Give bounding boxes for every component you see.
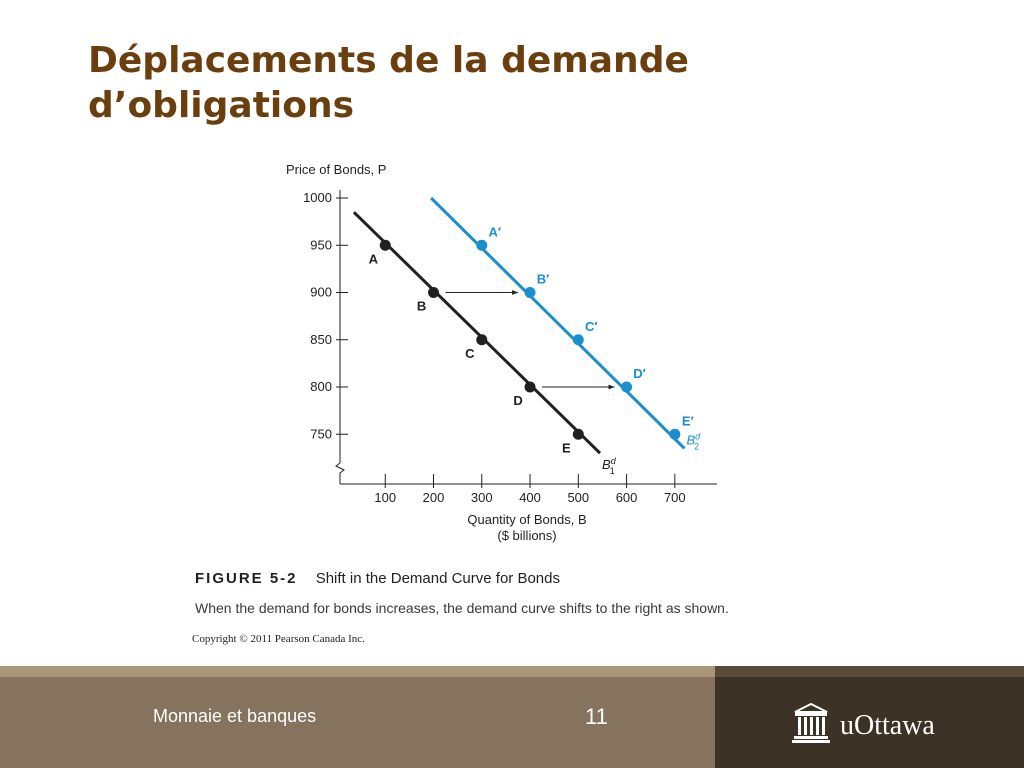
data-point [524, 381, 536, 393]
data-point [428, 287, 440, 298]
point-label: D′ [633, 366, 646, 381]
data-point [524, 287, 536, 298]
figure-label: FIGURE 5-2 [195, 570, 298, 587]
point-label: B′ [537, 272, 550, 287]
x-axis-label: Quantity of Bonds, B [467, 512, 586, 527]
point-label: D [513, 393, 522, 408]
uottawa-logo-text: uOttawa [840, 710, 935, 741]
data-point [572, 334, 584, 346]
slide-title-line-1: Déplacements de la demande [88, 40, 689, 81]
point-label: A′ [489, 224, 502, 239]
x-tick-label: 300 [471, 490, 493, 505]
y-tick-label: 800 [310, 379, 332, 394]
footer-stripe-left [0, 666, 715, 677]
figure-title: Shift in the Demand Curve for Bonds [315, 570, 560, 587]
point-label: E′ [682, 413, 694, 428]
footer-left-panel [0, 677, 715, 768]
x-tick-label: 700 [664, 490, 686, 505]
data-point [476, 239, 488, 251]
footer-stripe-right [715, 666, 1024, 677]
figure-description: When the demand for bonds increases, the… [195, 600, 729, 616]
y-tick-label: 950 [310, 237, 332, 252]
data-point [476, 334, 488, 346]
curve-label: Bd 2 [686, 431, 701, 451]
point-label: A [369, 251, 379, 266]
point-label: C′ [585, 319, 598, 334]
slide-title-line-2: d’obligations [88, 85, 355, 126]
data-point [572, 428, 584, 440]
x-axis-unit: ($ billions) [497, 528, 556, 543]
demand-curve-line [352, 211, 602, 455]
x-tick-label: 100 [374, 490, 396, 505]
y-tick-label: 1000 [303, 190, 332, 205]
data-point [379, 239, 391, 251]
data-point [669, 428, 681, 440]
y-axis-label: Price of Bonds, P [286, 162, 386, 177]
y-tick-label: 850 [310, 332, 332, 347]
slide-title: Déplacements de la demande d’obligations [88, 38, 968, 128]
footer-right-panel [715, 677, 1024, 768]
point-label: C [465, 346, 475, 361]
footer-course-name: Monnaie et banques [153, 706, 317, 726]
y-tick-label: 750 [310, 426, 332, 441]
x-tick-label: 200 [423, 490, 445, 505]
demand-curve-B2d: A′ B′ C′ D′ E′ Bd 2 [430, 196, 701, 451]
y-axis-break [335, 462, 345, 484]
y-tick-label: 900 [310, 285, 332, 300]
figure-caption: FIGURE 5-2 Shift in the Demand Curve for… [195, 570, 560, 587]
point-label: E [562, 440, 571, 455]
x-tick-label: 400 [519, 490, 541, 505]
copyright-notice: Copyright © 2011 Pearson Canada Inc. [192, 633, 365, 645]
demand-curve-B1d: A B C D E Bd 1 [352, 211, 617, 476]
curve-label: Bd 1 [602, 456, 617, 476]
demand-curve-line [430, 196, 686, 450]
uottawa-building-icon [792, 702, 830, 743]
x-tick-label: 600 [616, 490, 638, 505]
data-point [621, 381, 633, 393]
slide-number: 11 [585, 704, 608, 729]
point-label: B [417, 299, 426, 314]
x-tick-label: 500 [567, 490, 589, 505]
bond-demand-chart: Price of Bonds, P 750 800 850 900 950 1000 100… [286, 162, 717, 543]
